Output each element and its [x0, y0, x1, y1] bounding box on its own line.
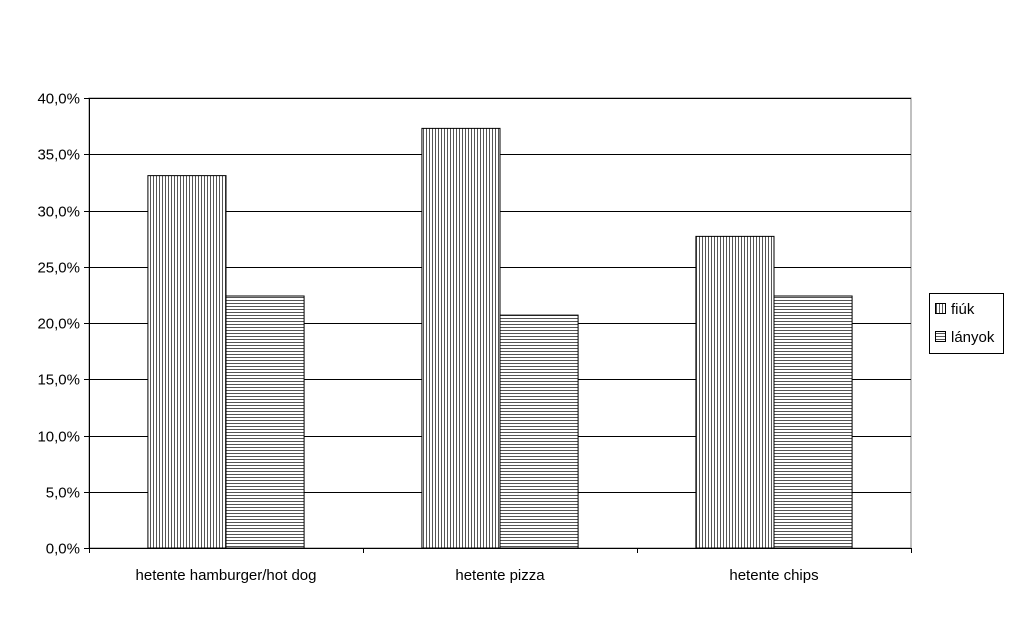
x-category-label: hetente pizza	[455, 567, 545, 584]
bar-series-2	[773, 295, 853, 549]
y-tick-label: 25,0%	[37, 260, 80, 277]
y-tick-label: 40,0%	[37, 91, 80, 108]
y-tick-label: 30,0%	[37, 204, 80, 221]
legend-label: fiúk	[951, 301, 975, 318]
bar-series-1	[421, 127, 501, 549]
legend-swatch	[935, 303, 946, 314]
x-category-label: hetente chips	[729, 567, 818, 584]
y-tick-label: 35,0%	[37, 147, 80, 164]
bars	[147, 127, 853, 549]
legend-swatch	[935, 331, 946, 342]
category-labels: hetente hamburger/hot dog hetente pizza he…	[136, 567, 819, 584]
y-tick-label: 0,0%	[46, 541, 80, 558]
bar-series-1	[147, 175, 227, 549]
y-tick-label: 15,0%	[37, 372, 80, 389]
axes	[84, 98, 912, 553]
bar-series-2	[225, 295, 305, 549]
y-tick-label: 10,0%	[37, 429, 80, 446]
y-tick-labels: 0,0% 5,0% 10,0% 15,0% 20,0% 25,0% 30,0% 35,0% 40…	[37, 91, 80, 558]
legend-label: lányok	[951, 329, 995, 346]
y-tick-label: 5,0%	[46, 485, 80, 502]
y-tick-label: 20,0%	[37, 316, 80, 333]
bar-series-1	[695, 235, 775, 549]
x-category-label: hetente hamburger/hot dog	[136, 567, 317, 584]
bar-series-2	[499, 314, 579, 549]
legend: fiúk lányok	[929, 293, 1004, 354]
